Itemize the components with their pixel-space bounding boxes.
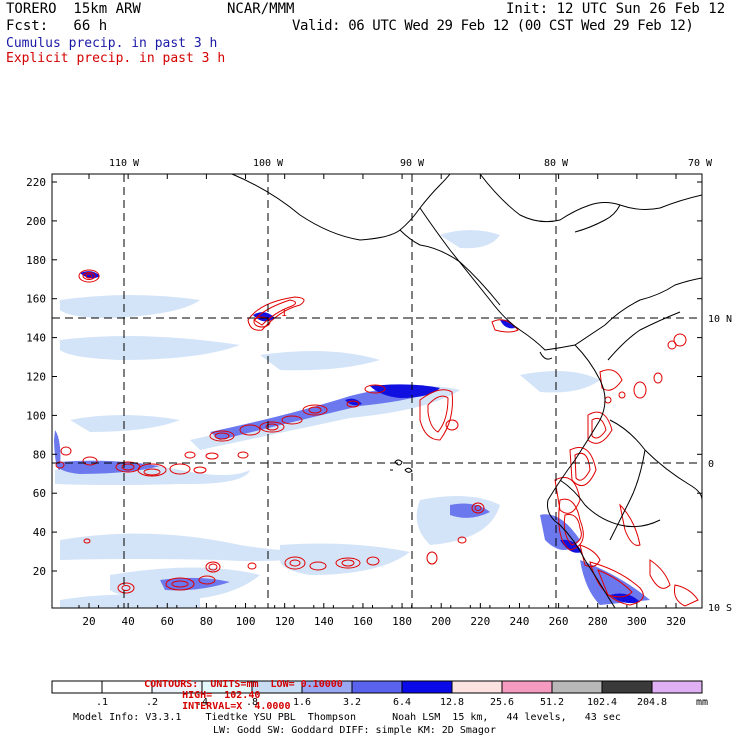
x-tick-label: 40 <box>122 615 135 628</box>
y-tick-label: 180 <box>26 254 46 267</box>
lat-lon-grid <box>52 174 702 608</box>
legend-swatch <box>651 680 703 694</box>
x-tick-label: 180 <box>392 615 412 628</box>
x-tick-label: 200 <box>431 615 451 628</box>
longitude-label: 110 W <box>109 158 140 169</box>
y-tick-label: 160 <box>26 293 46 306</box>
latitude-labels: 10 N 0 10 S <box>708 314 732 614</box>
x-tick-label: 100 <box>236 615 256 628</box>
x-tick-label: 280 <box>588 615 608 628</box>
legend-value: 204.8 <box>636 697 668 708</box>
legend-value: .4 <box>195 697 209 708</box>
contours-prefix: CONTOURS: UNITS=mm LOW= 0.10000 <box>144 679 343 690</box>
legend-swatch <box>601 680 653 694</box>
y-tick-label: 200 <box>26 215 46 228</box>
legend-swatch <box>401 680 453 694</box>
valid-time: Valid: 06 UTC Wed 29 Feb 12 (00 CST Wed … <box>292 18 694 34</box>
x-tick-label: 220 <box>470 615 490 628</box>
model-info: Model Info: V3.3.1 Tiedtke YSU PBL Thomp… <box>73 712 621 723</box>
x-tick-label: 80 <box>200 615 213 628</box>
y-tick-label: 120 <box>26 371 46 384</box>
cumulus-legend-label: Cumulus precip. in past 3 h <box>6 36 218 51</box>
x-axis-ticks: 20 40 60 80 100 120 140 160 180 200 220 240 260 280 30… <box>78 174 686 628</box>
contours-info: CONTOURS: UNITS=mm LOW= 0.10000 HIGH= 10… <box>120 668 343 723</box>
contour-value-label: 1 <box>281 308 287 319</box>
legend-value: 102.4 <box>586 697 618 708</box>
legend-value: 12.8 <box>439 697 465 708</box>
cumulus-light-shading <box>55 230 600 608</box>
x-tick-label: 260 <box>549 615 569 628</box>
legend-swatch <box>551 680 603 694</box>
x-tick-label: 120 <box>275 615 295 628</box>
x-tick-label: 240 <box>510 615 530 628</box>
x-tick-label: 140 <box>314 615 334 628</box>
precip-color-legend <box>51 680 703 694</box>
legend-value: 51.2 <box>539 697 565 708</box>
legend-value: .1 <box>95 697 109 708</box>
model-name: TORERO 15km ARW <box>6 1 141 17</box>
y-tick-label: 140 <box>26 332 46 345</box>
init-time: Init: 12 UTC Sun 26 Feb 12 <box>506 1 726 17</box>
longitude-label: 80 W <box>544 158 569 169</box>
longitude-label: 90 W <box>400 158 425 169</box>
y-axis-ticks: 220 200 180 160 140 120 100 80 60 40 20 <box>26 176 702 578</box>
legend-value: 3.2 <box>342 697 362 708</box>
y-tick-label: 100 <box>26 409 46 422</box>
legend-value: 25.6 <box>489 697 515 708</box>
map-frame <box>51 173 703 609</box>
legend-value: .8 <box>245 697 259 708</box>
contours-high: HIGH= 102.40 <box>182 690 261 701</box>
organization: NCAR/MMM <box>227 1 295 17</box>
forecast-hour: Fcst: 66 h <box>6 18 108 34</box>
map-content <box>54 174 702 608</box>
physics-info: LW: Godd SW: Goddard DIFF: simple KM: 2D… <box>213 725 496 736</box>
legend-unit: mm <box>696 697 709 708</box>
legend-value: 6.4 <box>392 697 412 708</box>
longitude-labels: 110 W 100 W 90 W 80 W 70 W <box>109 158 713 169</box>
x-tick-label: 20 <box>82 615 95 628</box>
explicit-precip-contours <box>55 269 699 607</box>
legend-swatch <box>51 680 103 694</box>
latitude-label: 10 S <box>708 603 732 614</box>
x-tick-label: 320 <box>666 615 686 628</box>
latitude-label: 10 N <box>708 314 732 325</box>
y-tick-label: 80 <box>33 448 46 461</box>
longitude-label: 100 W <box>253 158 284 169</box>
latitude-label: 0 <box>708 459 714 470</box>
contours-interval: INTERVAL=X 4.0000 <box>182 701 291 712</box>
explicit-legend-label: Explicit precip. in past 3 h <box>6 51 226 66</box>
x-tick-label: 300 <box>627 615 647 628</box>
x-tick-label: 160 <box>353 615 373 628</box>
legend-value: .2 <box>145 697 159 708</box>
legend-swatch <box>501 680 553 694</box>
coastline <box>231 174 702 608</box>
legend-value: 1.6 <box>292 697 312 708</box>
y-tick-label: 220 <box>26 176 46 189</box>
y-tick-label: 60 <box>33 487 46 500</box>
longitude-label: 70 W <box>688 158 713 169</box>
legend-swatch <box>451 680 503 694</box>
y-tick-label: 40 <box>33 526 46 539</box>
legend-swatch <box>351 680 403 694</box>
y-tick-label: 20 <box>33 565 46 578</box>
x-tick-label: 60 <box>161 615 174 628</box>
